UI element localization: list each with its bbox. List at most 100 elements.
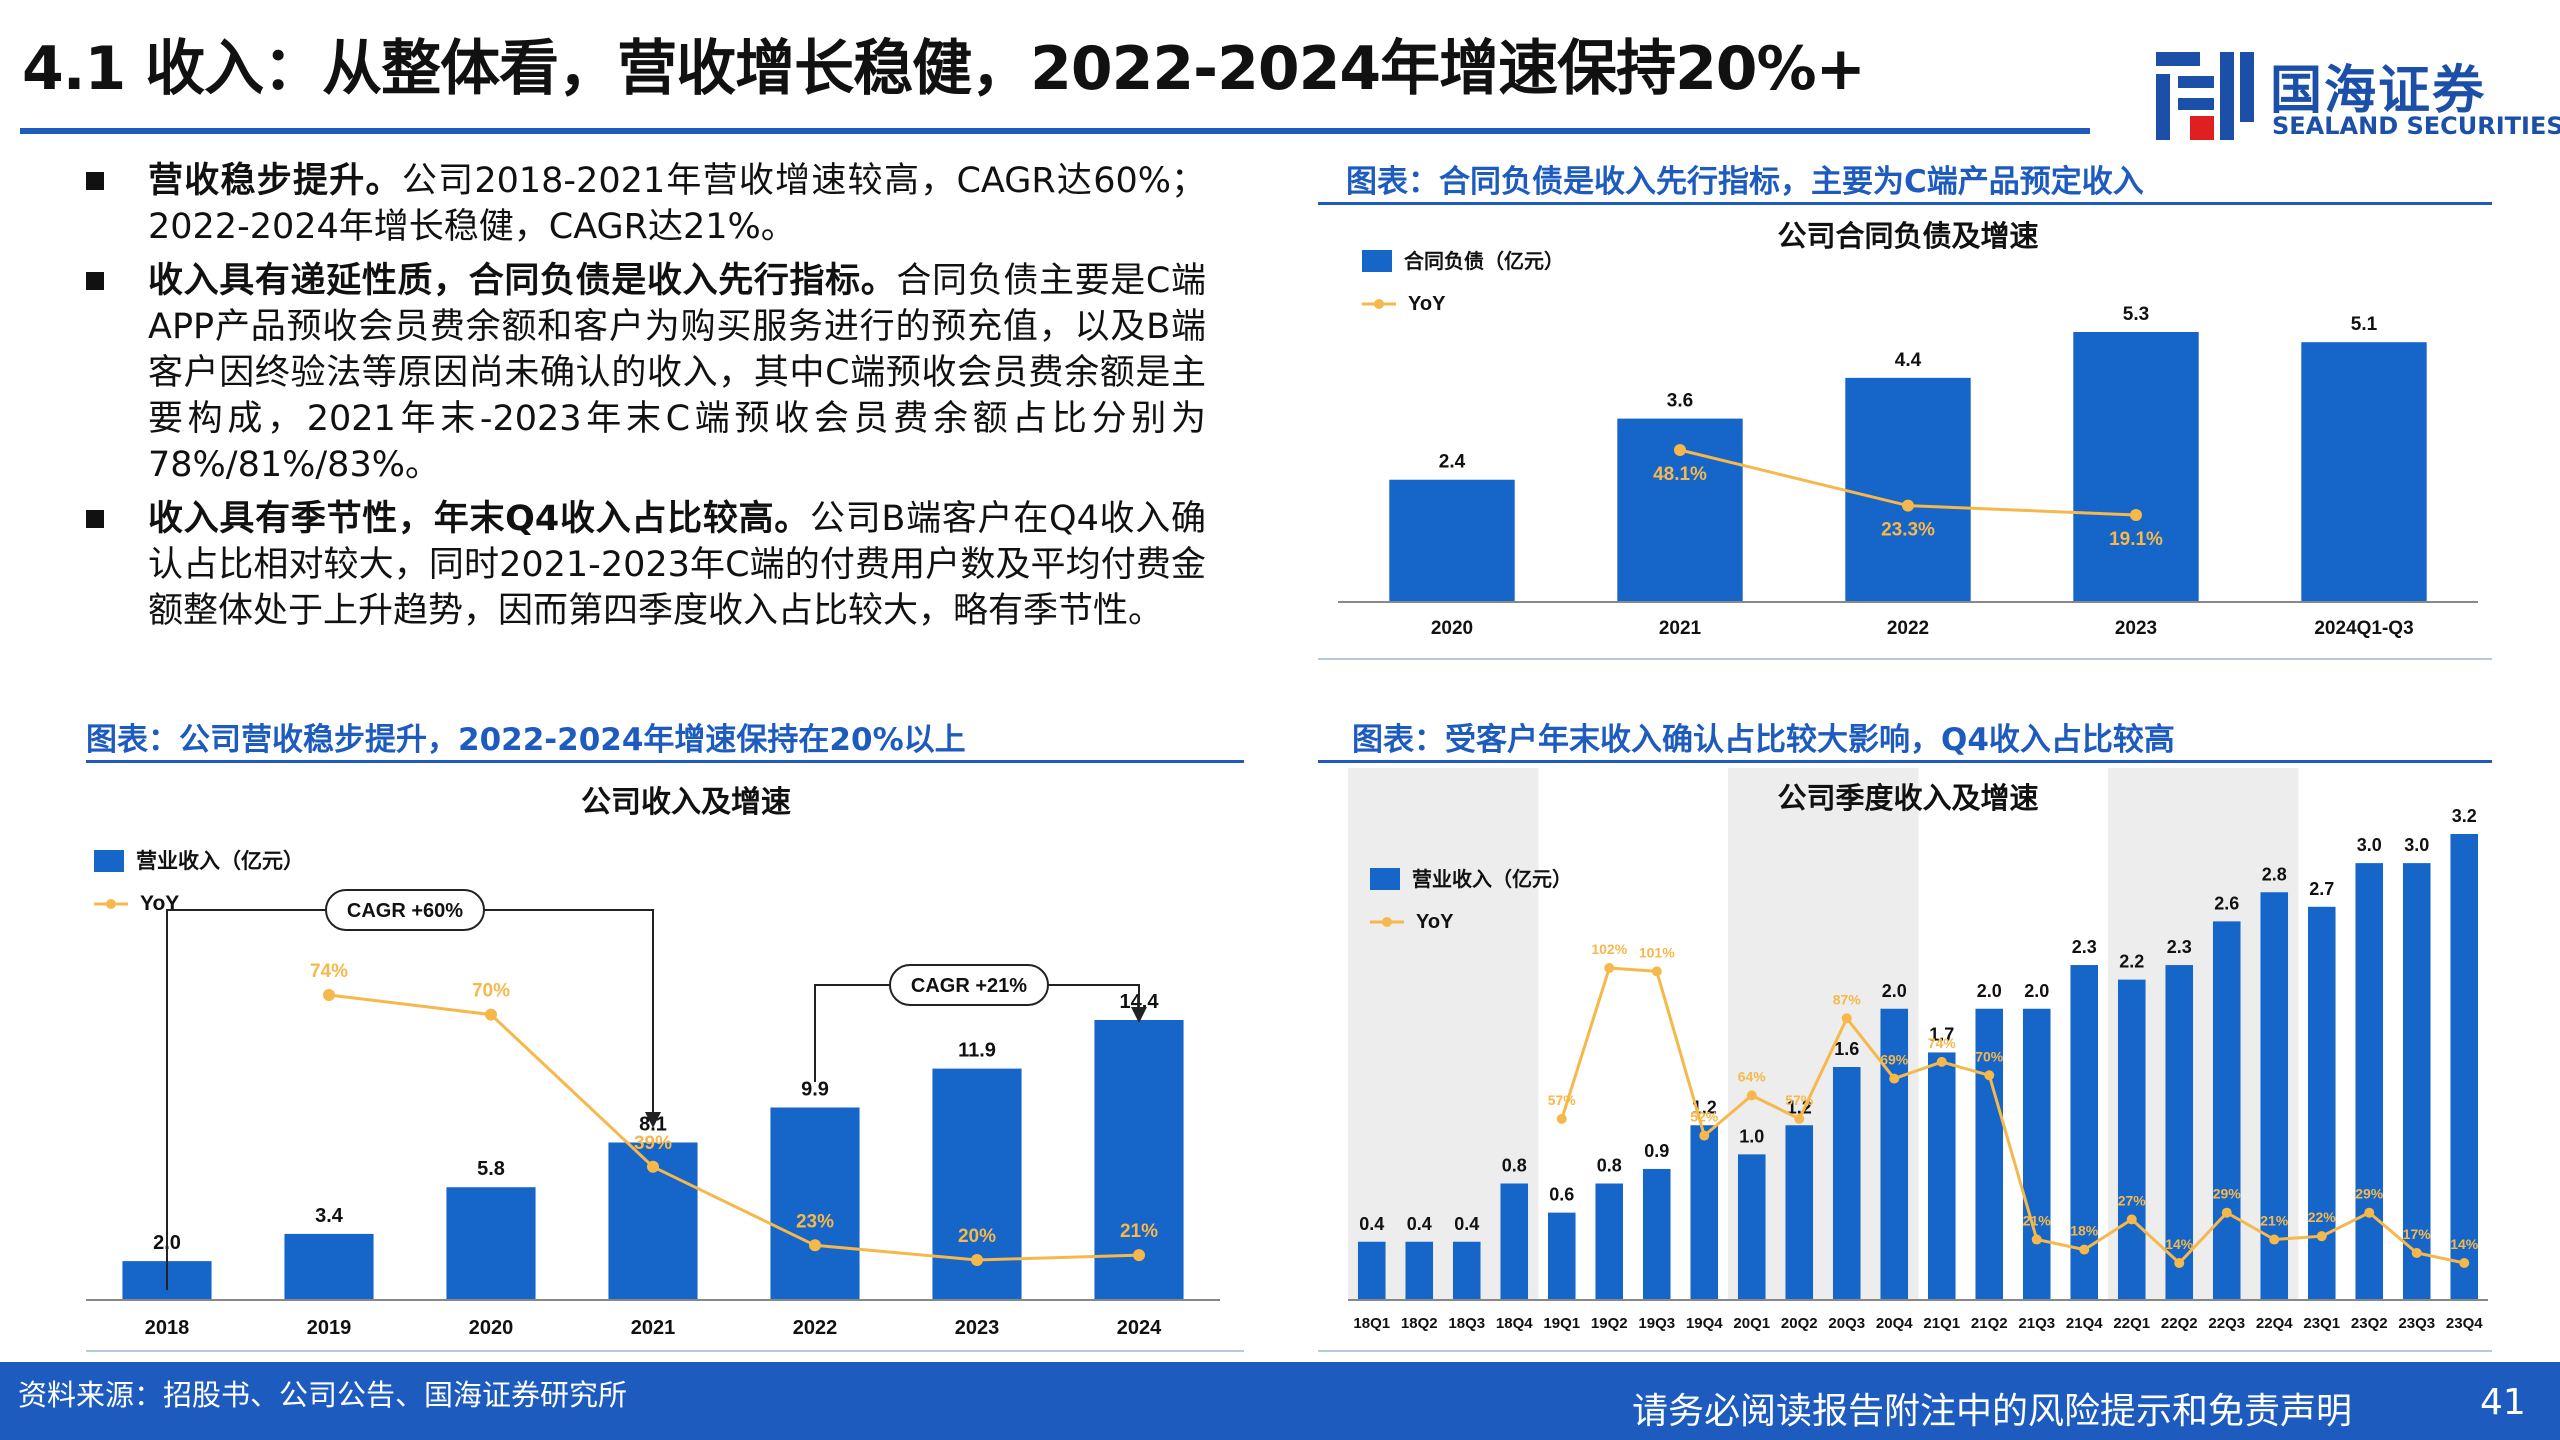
bar-value-label: 9.9 — [801, 1079, 829, 1101]
yoy-point — [2174, 1258, 2185, 1268]
legend-line-marker — [1374, 299, 1384, 309]
yoy-label: 19.1% — [2109, 529, 2163, 550]
bar-value-label: 2.0 — [1882, 981, 1907, 1001]
bar-value-label: 0.4 — [1359, 1214, 1384, 1234]
bar-value-label: 2.2 — [2119, 952, 2144, 972]
cagr-pill — [325, 889, 485, 931]
contract-bottom-rule — [1318, 658, 2492, 660]
page-title: 4.1 收入：从整体看，营收增长稳健，2022-2024年增速保持20%+ — [22, 34, 1866, 104]
yoy-line — [328, 993, 1140, 1262]
yoy-point — [1794, 1113, 1805, 1124]
bar-value-label: 2.7 — [2309, 879, 2334, 899]
bar-value-label: 1.0 — [1739, 1126, 1764, 1146]
bar-value-label: 5.8 — [477, 1158, 505, 1180]
yoy-point — [485, 1008, 497, 1021]
shade-band — [1443, 768, 1491, 1300]
yoy-point — [1889, 1073, 1900, 1084]
bar — [1405, 1241, 1434, 1300]
bar-value-label: 0.6 — [1549, 1185, 1574, 1205]
x-tick-label: 20Q3 — [1828, 1315, 1865, 1332]
bar — [2355, 863, 2384, 1300]
chart-title: 公司收入及增速 — [581, 786, 791, 819]
yoy-label: 74% — [310, 961, 348, 982]
yoy-label: 14% — [2165, 1236, 2194, 1252]
legend-bar-swatch — [1370, 868, 1400, 890]
x-tick-label: 2022 — [793, 1317, 838, 1339]
yoy-label: 57% — [1548, 1092, 1577, 1108]
bar-value-label: 2.3 — [2072, 937, 2097, 957]
legend-line-marker — [106, 899, 116, 909]
yoy-point — [2316, 1231, 2327, 1242]
bar-value-label: 4.4 — [1895, 350, 1922, 371]
x-tick-label: 21Q1 — [1923, 1315, 1960, 1332]
x-tick-label: 21Q3 — [2018, 1315, 2055, 1332]
yoy-point — [1902, 499, 1914, 512]
cagr-label: CAGR +60% — [347, 900, 463, 922]
x-tick-label: 2024 — [1117, 1317, 1162, 1339]
yoy-point — [323, 989, 335, 1001]
yoy-label: 23% — [796, 1211, 834, 1232]
bar — [1785, 1125, 1814, 1300]
bar-value-label: 1.6 — [1834, 1039, 1859, 1059]
yoy-point — [2221, 1207, 2232, 1218]
bar — [1927, 1052, 1956, 1300]
footer-bar — [0, 1362, 2560, 1440]
chart-title: 公司季度收入及增速 — [1777, 782, 2038, 815]
x-tick-label: 22Q1 — [2113, 1315, 2150, 1332]
yoy-label: 70% — [472, 981, 510, 1002]
shade-band — [1348, 768, 1396, 1300]
bar-value-label: 2.0 — [2024, 981, 2049, 1001]
yoy-point — [2459, 1258, 2470, 1268]
yoy-point — [2126, 1214, 2137, 1225]
yoy-label: 21% — [1120, 1221, 1158, 1242]
bar-value-label: 3.4 — [315, 1205, 344, 1227]
bullet-list: 营收稳步提升。公司2018-2021年营收增速较高，CAGR达60%；2022-… — [86, 158, 1206, 642]
yoy-label: 52% — [1690, 1109, 1719, 1125]
bar-value-label: 0.8 — [1597, 1156, 1622, 1176]
yoy-line — [1560, 966, 2465, 1266]
bar — [2022, 1008, 2051, 1300]
bar — [2073, 332, 2199, 602]
x-tick-label: 20Q4 — [1876, 1315, 1913, 1332]
x-tick-label: 23Q2 — [2351, 1315, 2388, 1332]
bar — [2450, 834, 2479, 1300]
footer-disclaimer: 请务必阅读报告附注中的风险提示和免责声明 — [1632, 1391, 2353, 1432]
bullet-item: 营收稳步提升。公司2018-2021年营收增速较高，CAGR达60%；2022-… — [86, 158, 1206, 250]
bar-value-label: 0.9 — [1644, 1141, 1669, 1161]
annual-chart-caption: 图表：公司营收稳步提升，2022-2024年增速保持在20%以上 — [86, 722, 966, 758]
yoy-label: 29% — [2213, 1186, 2242, 1202]
yoy-point — [2031, 1234, 2042, 1245]
bar — [1389, 479, 1515, 602]
yoy-label: 18% — [2070, 1223, 2099, 1239]
x-tick-label: 18Q3 — [1448, 1315, 1485, 1332]
page-number: 41 — [2480, 1382, 2526, 1423]
bar-value-label: 2.4 — [1439, 452, 1466, 473]
yoy-point — [1556, 1113, 1567, 1124]
yoy-point — [2079, 1244, 2090, 1255]
chart-title: 公司合同负债及增速 — [1777, 220, 2038, 253]
bullet-square-icon — [86, 272, 104, 290]
bar-value-label: 0.8 — [1502, 1156, 1527, 1176]
bar — [1595, 1183, 1624, 1300]
bar-value-label: 0.4 — [1454, 1214, 1479, 1234]
logo-subtitle: SEALAND SECURITIES — [2272, 112, 2560, 140]
bullet-item: 收入具有递延性质，合同负债是收入先行指标。合同负债主要是C端APP产品预收会员费… — [86, 258, 1206, 488]
x-tick-label: 2022 — [1887, 618, 1929, 639]
bar — [1975, 1008, 2004, 1300]
bar-value-label: 2.0 — [1977, 981, 2002, 1001]
yoy-label: 69% — [1880, 1052, 1909, 1068]
annual-bottom-rule — [86, 1350, 1244, 1352]
annual-caption-rule — [86, 760, 1244, 763]
bar — [2301, 342, 2427, 602]
yoy-point — [809, 1239, 821, 1252]
yoy-label: 23.3% — [1881, 520, 1935, 541]
yoy-point — [1984, 1070, 1995, 1081]
quarterly-bottom-rule — [1318, 1350, 2492, 1352]
quarterly-chart-caption: 图表：受客户年末收入确认占比较大影响，Q4收入占比较高 — [1352, 722, 2175, 758]
yoy-point — [2130, 509, 2142, 521]
yoy-point — [1699, 1130, 1710, 1141]
quarterly-caption-rule — [1318, 760, 2492, 763]
legend-bar-label: 合同负债（亿元） — [1404, 249, 1564, 273]
yoy-point — [1746, 1090, 1757, 1101]
x-tick-label: 2024Q1-Q3 — [2314, 618, 2413, 639]
